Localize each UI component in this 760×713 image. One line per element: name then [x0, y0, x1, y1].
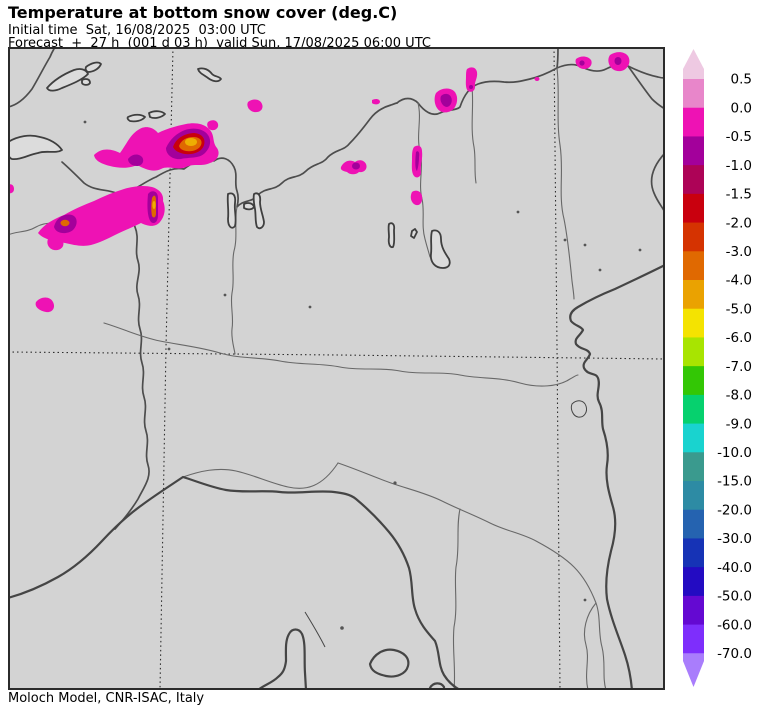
lake-brienz	[148, 110, 166, 119]
snow-core-orange	[60, 219, 70, 227]
map-frame	[8, 47, 665, 690]
snow-patch-small	[247, 99, 263, 113]
colorbar-arrow-up	[683, 49, 704, 79]
colorbar-tick-labels: 0.5 0.0 -0.5 -1.0 -1.5 -2.0 -3.0 -4.0 -5.0 -6.0 -7…	[717, 72, 752, 662]
colorbar-tick-label: 0.0	[731, 100, 752, 116]
adriatic-coast	[569, 263, 665, 690]
colorbar-segment	[683, 624, 704, 654]
corsica-cape	[256, 628, 308, 690]
colorbar-segment	[683, 193, 704, 224]
snow-core-purple	[579, 60, 585, 66]
colorbar-segment	[683, 481, 704, 511]
lake-geneva	[8, 134, 63, 161]
colorbar-segment	[683, 366, 704, 396]
meridian-gridline-east	[553, 47, 561, 690]
lakes	[8, 61, 451, 269]
snow-core-purple	[440, 93, 452, 107]
colorbar-tick-label: -15.0	[717, 474, 752, 490]
colorbar-tick-label: -1.0	[726, 158, 752, 174]
page-title: Temperature at bottom snow cover (deg.C)	[8, 3, 398, 22]
lake-lugano	[243, 202, 255, 211]
lake-biel	[84, 61, 102, 73]
snow-core-purple-west	[128, 154, 144, 166]
snow-patch-small	[35, 297, 55, 313]
map-specks	[83, 120, 642, 630]
colorbar-segment	[683, 136, 704, 166]
colorbar-arrow-down	[683, 653, 704, 687]
elba-island	[368, 648, 410, 678]
colorbar-tick-label: -1.5	[726, 187, 752, 203]
colorbar-tick-label: -20.0	[717, 502, 752, 518]
coastlines	[8, 263, 665, 690]
colorbar-tick-label: -3.0	[726, 244, 752, 260]
colorbar-segment	[683, 509, 704, 540]
colorbar-segment	[683, 107, 704, 138]
model-credit: Moloch Model, CNR-ISAC, Italy	[8, 691, 205, 706]
colorbar-segment	[683, 280, 704, 310]
initial-time-line: Initial time Sat, 16/08/2025 03:00 UTC	[8, 23, 266, 38]
snow-patch-small	[410, 190, 423, 206]
colorbar-tick-label: -5.0	[726, 301, 752, 317]
colorbar-segment	[683, 308, 704, 339]
colorbar-segments	[683, 79, 704, 654]
snow-patch-small	[207, 120, 219, 131]
snow-patch-hook	[465, 67, 478, 92]
map-background	[8, 47, 665, 690]
snow-core-amber	[185, 138, 197, 146]
colorbar-tick-label: -60.0	[717, 617, 752, 633]
colorbar-segment	[683, 394, 704, 425]
lake-iseo	[387, 222, 396, 249]
colorbar-tick-label: -9.0	[726, 416, 752, 432]
colorbar-segment	[683, 567, 704, 597]
colorbar-tick-label: -30.0	[717, 531, 752, 547]
colorbar-segment	[683, 251, 704, 281]
colorbar-tick-label: -8.0	[726, 388, 752, 404]
snow-patch-small	[47, 236, 64, 251]
colorbar-tick-label: -2.0	[726, 215, 752, 231]
lake-lucerne	[197, 67, 222, 83]
colorbar-tick-label: -6.0	[726, 330, 752, 346]
snow-patch-sliver	[372, 98, 380, 105]
colorbar-segment	[683, 423, 704, 453]
lake-garda	[430, 229, 451, 269]
snow-core-purple	[352, 162, 360, 170]
lake-idro	[410, 228, 418, 239]
colorbar-segment	[683, 337, 704, 367]
colorbar-segment	[683, 538, 704, 568]
colorbar: 0.5 0.0 -0.5 -1.0 -1.5 -2.0 -3.0 -4.0 -5.0 -6.0 -7…	[683, 49, 752, 687]
colorbar-tick-label: -40.0	[717, 560, 752, 576]
snow-patch-tiny	[534, 77, 540, 81]
snow-temperature-patches	[8, 52, 630, 313]
ligurian-tuscan-coast	[8, 475, 562, 690]
thin-arc-line	[304, 611, 326, 648]
lake-morat	[81, 78, 91, 86]
lake-maggiore	[226, 192, 237, 229]
colorbar-tick-label: -50.0	[717, 589, 752, 605]
map-canvas	[8, 47, 665, 690]
snow-core-purple	[614, 57, 622, 65]
colorbar-segment	[683, 222, 704, 252]
colorbar-segment	[683, 165, 704, 195]
snow-core-purple	[469, 85, 473, 89]
colorbar-tick-label: -4.0	[726, 273, 752, 289]
lake-neuchatel	[46, 68, 89, 92]
lagoon-islet	[570, 400, 587, 418]
lake-como	[252, 192, 265, 230]
colorbar-segment	[683, 452, 704, 482]
colorbar-segment	[683, 595, 704, 626]
lake-thun	[126, 113, 146, 123]
colorbar-tick-label: 0.5	[731, 72, 752, 88]
colorbar-tick-label: -10.0	[717, 445, 752, 461]
snow-core-amber	[152, 201, 156, 209]
colorbar-tick-label: -70.0	[717, 646, 752, 662]
snow-core-purple	[415, 151, 420, 171]
colorbar-segment	[683, 79, 704, 109]
colorbar-tick-label: -0.5	[726, 129, 752, 145]
colorbar-tick-label: -7.0	[726, 359, 752, 375]
